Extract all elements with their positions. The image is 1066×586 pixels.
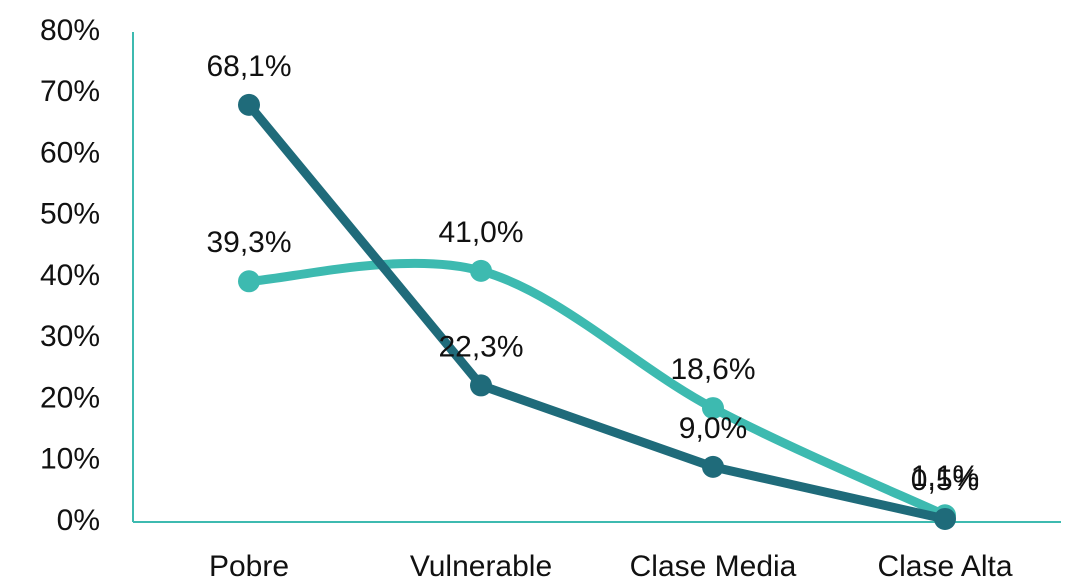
point: [238, 270, 260, 293]
y-tick-label: 30%: [40, 320, 100, 353]
point: [934, 507, 956, 530]
data-label: 0,5%: [911, 464, 979, 497]
data-label: 39,3%: [206, 226, 291, 259]
y-tick-label: 40%: [40, 259, 100, 292]
x-tick-label: Clase Alta: [877, 550, 1012, 583]
y-tick-label: 60%: [40, 136, 100, 169]
y-tick-label: 70%: [40, 75, 100, 108]
point: [238, 93, 260, 116]
series-line: [244, 100, 950, 524]
data-label: 18,6%: [670, 353, 755, 386]
data-label: 22,3%: [438, 330, 523, 363]
point: [702, 397, 724, 420]
data-label: 68,1%: [206, 50, 291, 83]
point: [702, 455, 724, 478]
series-line: [244, 258, 950, 520]
x-tick-label: Pobre: [209, 550, 289, 583]
point: [470, 259, 492, 282]
y-tick-label: 10%: [40, 443, 100, 476]
y-tick-label: 0%: [57, 504, 100, 537]
data-label: 9,0%: [679, 412, 747, 445]
x-tick-label: Clase Media: [630, 550, 797, 583]
data-label: 41,0%: [438, 216, 523, 249]
y-tick-label: 50%: [40, 198, 100, 231]
y-tick-label: 20%: [40, 381, 100, 414]
point: [470, 374, 492, 397]
data-label: 1,1%: [911, 460, 979, 493]
y-tick-label: 80%: [40, 14, 100, 47]
x-tick-label: Vulnerable: [410, 550, 552, 583]
